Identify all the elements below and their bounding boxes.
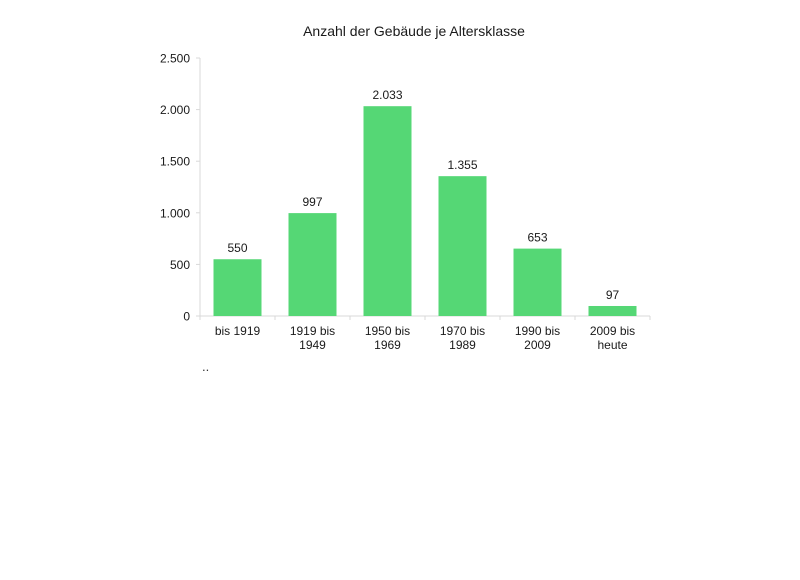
y-tick-label: 0 bbox=[183, 310, 190, 324]
x-tick-label-line: 2009 bbox=[524, 338, 551, 352]
x-tick-label: 1919 bis 1949 bbox=[290, 324, 335, 352]
footnote: .. bbox=[202, 359, 209, 374]
x-tick-label-line: 1919 bis bbox=[290, 324, 335, 338]
x-tick-label: 1990 bis 2009 bbox=[515, 324, 560, 352]
bar-value-label: 653 bbox=[527, 231, 547, 245]
y-tick-label: 1.000 bbox=[160, 206, 190, 220]
bar bbox=[513, 248, 562, 316]
x-tick-label-line: 1950 bis bbox=[365, 324, 410, 338]
bar-value-label: 97 bbox=[606, 288, 620, 302]
x-tick-label: 1970 bis 1989 bbox=[440, 324, 485, 352]
bar-value-label: 1.355 bbox=[447, 158, 477, 172]
x-tick-label-line: 1989 bbox=[449, 338, 476, 352]
y-tick-label: 2.000 bbox=[160, 103, 190, 117]
chart-title: Anzahl der Gebäude je Altersklasse bbox=[303, 23, 525, 39]
x-tick-label-line: heute bbox=[597, 338, 627, 352]
bar-value-labels: 550 997 2.033 1.355 653 97 bbox=[227, 88, 619, 302]
x-tick-label-line: 1990 bis bbox=[515, 324, 560, 338]
x-axis bbox=[199, 315, 651, 320]
x-tick-label-line: 2009 bis bbox=[590, 324, 635, 338]
bar-value-label: 550 bbox=[227, 241, 247, 255]
x-tick-label: bis 1919 bbox=[215, 324, 261, 338]
y-axis: 0 500 1.000 1.500 2.000 2.500 bbox=[160, 52, 201, 324]
x-tick-labels: bis 1919 1919 bis 1949 1950 bis 1969 1970 bis… bbox=[215, 324, 635, 352]
x-tick-label-line: bis 1919 bbox=[215, 324, 261, 338]
bar-value-label: 997 bbox=[302, 195, 322, 209]
bar bbox=[363, 106, 412, 316]
x-tick-label-line: 1969 bbox=[374, 338, 401, 352]
x-tick-label: 1950 bis 1969 bbox=[365, 324, 410, 352]
bar bbox=[588, 305, 637, 316]
x-tick-label-line: 1970 bis bbox=[440, 324, 485, 338]
bar bbox=[438, 176, 487, 316]
y-tick-label: 500 bbox=[170, 258, 190, 272]
x-tick-label-line: 1949 bbox=[299, 338, 326, 352]
y-tick-label: 2.500 bbox=[160, 52, 190, 66]
y-tick-label: 1.500 bbox=[160, 155, 190, 169]
x-tick-label: 2009 bis heute bbox=[590, 324, 635, 352]
bars bbox=[213, 106, 637, 316]
bar-value-label: 2.033 bbox=[372, 88, 402, 102]
bar bbox=[213, 259, 262, 316]
bar bbox=[288, 213, 337, 316]
